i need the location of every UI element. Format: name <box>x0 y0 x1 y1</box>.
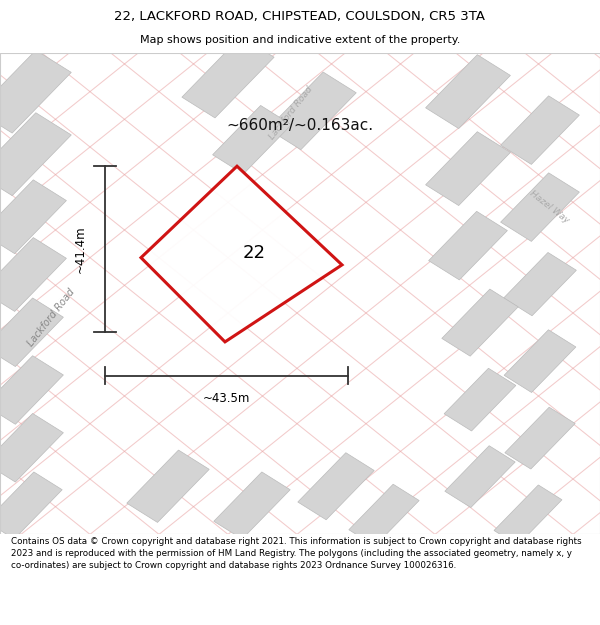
Text: Contains OS data © Crown copyright and database right 2021. This information is : Contains OS data © Crown copyright and d… <box>11 537 581 570</box>
Polygon shape <box>0 414 64 482</box>
Polygon shape <box>349 484 419 546</box>
Polygon shape <box>0 472 62 539</box>
Polygon shape <box>0 298 64 366</box>
Polygon shape <box>428 211 508 280</box>
Polygon shape <box>444 44 600 255</box>
Polygon shape <box>505 408 575 469</box>
Text: Lackford Road: Lackford Road <box>268 85 314 142</box>
Polygon shape <box>442 289 518 356</box>
Polygon shape <box>268 72 356 149</box>
Polygon shape <box>444 368 516 431</box>
Text: 22, LACKFORD ROAD, CHIPSTEAD, COULSDON, CR5 3TA: 22, LACKFORD ROAD, CHIPSTEAD, COULSDON, … <box>115 9 485 22</box>
Polygon shape <box>141 166 342 342</box>
Polygon shape <box>503 253 577 316</box>
Polygon shape <box>212 106 292 174</box>
Text: Map shows position and indicative extent of the property.: Map shows position and indicative extent… <box>140 34 460 44</box>
Text: 22: 22 <box>243 244 266 262</box>
Text: Hazel Way: Hazel Way <box>527 189 571 225</box>
Polygon shape <box>500 173 580 241</box>
Text: Lackford Road: Lackford Road <box>25 287 77 349</box>
Polygon shape <box>182 36 274 118</box>
Text: ~660m²/~0.163ac.: ~660m²/~0.163ac. <box>226 118 374 132</box>
Polygon shape <box>494 485 562 545</box>
Polygon shape <box>0 112 71 196</box>
Polygon shape <box>0 356 64 424</box>
Polygon shape <box>500 96 580 164</box>
Polygon shape <box>127 450 209 522</box>
Polygon shape <box>0 180 67 254</box>
Polygon shape <box>0 238 67 311</box>
Polygon shape <box>445 446 515 508</box>
Polygon shape <box>425 132 511 206</box>
Polygon shape <box>0 50 71 133</box>
Polygon shape <box>72 44 600 544</box>
Text: ~41.4m: ~41.4m <box>73 226 86 273</box>
Polygon shape <box>298 452 374 520</box>
Polygon shape <box>214 472 290 539</box>
Text: ~43.5m: ~43.5m <box>203 392 250 405</box>
Polygon shape <box>425 55 511 129</box>
Polygon shape <box>504 330 576 392</box>
